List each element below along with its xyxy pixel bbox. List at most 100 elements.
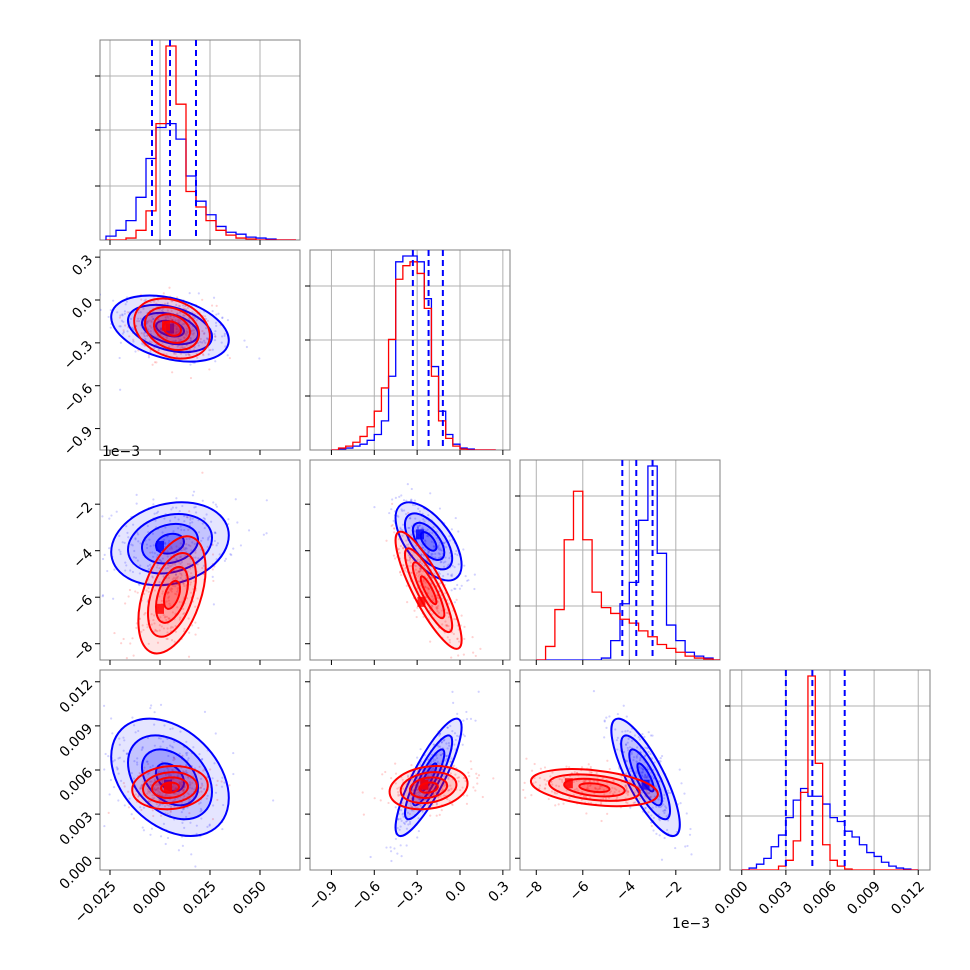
panel-p2-vs-p1-blue-sample bbox=[167, 316, 170, 319]
x-tick-label: 0.012 bbox=[888, 878, 928, 918]
panel-p4-vs-p1-red-sample bbox=[123, 785, 126, 788]
panel-p3-vs-p2-blue-sample bbox=[417, 507, 420, 510]
panel-p4-vs-p3-red-sample bbox=[586, 783, 589, 787]
panel-p4-vs-p2-red-sample bbox=[440, 809, 443, 812]
panel-p4-vs-p2-blue-sample bbox=[449, 724, 452, 728]
panel-p4-vs-p3-blue-sample bbox=[651, 734, 654, 737]
panel-p4-vs-p1-red-sample bbox=[163, 805, 167, 808]
panel-p4-vs-p3-blue-sample bbox=[652, 816, 655, 819]
panel-p4-vs-p3-red-sample bbox=[534, 781, 537, 784]
panel-p3-vs-p2-red-sample bbox=[422, 579, 425, 582]
x-tick-label: 0.0 bbox=[443, 878, 470, 905]
panel-p4-vs-p3-red-sample bbox=[599, 801, 603, 804]
panel-p3-vs-p1-red-sample bbox=[167, 617, 170, 620]
panel-p2-vs-p1-blue-sample bbox=[125, 300, 128, 303]
panel-p3-vs-p1-red-sample bbox=[127, 595, 130, 598]
panel-p4-vs-p3-red-sample bbox=[551, 783, 554, 786]
panel-p4-vs-p2-red-sample bbox=[419, 794, 422, 798]
panel-p4-vs-p2-red-sample bbox=[450, 787, 453, 790]
panel-p4-vs-p3-red-sample bbox=[648, 792, 651, 795]
panel-p3-vs-p2-red-sample bbox=[419, 584, 422, 587]
panel-p4-vs-p1-red-sample bbox=[158, 788, 161, 791]
panel-p4-vs-p2-blue-sample bbox=[452, 701, 455, 704]
panel-p4-vs-p2-blue-sample bbox=[461, 743, 464, 746]
panel-p3-vs-p2-blue-sample bbox=[437, 571, 440, 574]
panel-p4-vs-p1-red-sample bbox=[180, 781, 184, 784]
panel-p2-vs-p1-red-sample bbox=[206, 319, 210, 322]
panel-p3-vs-p2-blue-sample bbox=[422, 546, 425, 549]
panel-p3-vs-p1-blue-sample bbox=[106, 569, 109, 573]
panel-p3-vs-p1-blue-sample bbox=[132, 523, 135, 526]
panel-p4-vs-p3-blue-sample bbox=[664, 805, 667, 808]
panel-p3-vs-p1-blue-peak-cell bbox=[156, 541, 164, 552]
panel-p4-vs-p1-blue-sample bbox=[131, 716, 134, 719]
panel-p4-vs-p1-blue-sample bbox=[180, 811, 183, 814]
panel-p4-vs-p1-red-sample bbox=[174, 788, 177, 791]
panel-p2-vs-p1-red-sample bbox=[153, 361, 157, 364]
panel-p3-vs-p2-blue-sample bbox=[454, 516, 457, 520]
panel-p2-vs-p1-red-sample bbox=[189, 376, 193, 380]
panel-p3-vs-p2-blue-sample bbox=[398, 495, 401, 498]
panel-p3-vs-p2-blue-sample bbox=[427, 550, 431, 553]
panel-p3-vs-p1-red-sample bbox=[156, 630, 159, 633]
panel-p3-vs-p1-blue-sample bbox=[160, 559, 163, 563]
panel-p2-vs-p1-red-sample bbox=[146, 334, 149, 337]
panel-p3-vs-p2-blue-sample bbox=[438, 548, 441, 551]
panel-p4-vs-p1-blue-sample bbox=[146, 736, 150, 740]
panel-p3-vs-p2-blue-sample bbox=[422, 518, 425, 521]
panel-p2-vs-p1-blue-sample bbox=[214, 335, 217, 338]
panel-p4-vs-p3-blue-sample bbox=[630, 770, 633, 773]
panel-p2-vs-p1-blue-sample bbox=[211, 310, 214, 313]
panel-p3-vs-p1-red-sample bbox=[176, 575, 180, 578]
panel-p4-vs-p1-blue-sample bbox=[167, 754, 170, 758]
panel-p4-vs-p3-red-sample bbox=[626, 801, 629, 805]
y-tick-label: −2 bbox=[70, 499, 96, 525]
panel-p4-vs-p1-blue-sample bbox=[137, 729, 140, 733]
panel-p4-vs-p3-red-sample bbox=[603, 793, 606, 796]
hist-panel-1-frame bbox=[99, 39, 301, 241]
panel-p3-vs-p1-blue-sample bbox=[146, 564, 150, 568]
panel-p2-vs-p1-blue-sample bbox=[121, 332, 124, 335]
panel-p2-vs-p1-blue-sample bbox=[178, 305, 182, 308]
panel-p4-vs-p1-blue-sample bbox=[181, 821, 184, 824]
panel-p3-vs-p2-red-sample bbox=[419, 570, 422, 573]
panel-p3-vs-p2-blue-sample bbox=[434, 552, 437, 555]
panel-p3-vs-p1-red-sample bbox=[189, 567, 192, 570]
panel-p3-vs-p2-red-sample bbox=[415, 572, 419, 575]
panel-p3-vs-p1-red-sample bbox=[164, 615, 167, 618]
panel-p3-vs-p1-red-sample bbox=[166, 627, 169, 630]
panel-p2-vs-p1-red-sample bbox=[146, 321, 149, 324]
panel-p2-vs-p1-blue-sample bbox=[226, 319, 230, 322]
panel-p4-vs-p3-red-sample bbox=[572, 780, 575, 784]
panel-p4-vs-p3-blue-sample bbox=[638, 766, 641, 769]
panel-p4-vs-p1-red-sample bbox=[180, 784, 183, 787]
panel-p3-vs-p2-blue-sample bbox=[434, 556, 437, 559]
panel-p4-vs-p1-red-sample bbox=[166, 812, 169, 815]
panel-p4-vs-p3-blue-sample bbox=[633, 801, 637, 804]
panel-p4-vs-p1-blue-sample bbox=[177, 849, 180, 852]
panel-p4-vs-p3-red-sample bbox=[625, 791, 628, 795]
panel-p4-vs-p3-red-sample bbox=[549, 775, 552, 778]
panel-p4-vs-p3-red-sample bbox=[597, 781, 600, 784]
panel-p3-vs-p2-blue-sample bbox=[402, 523, 405, 526]
panel-p4-vs-p1-blue-sample bbox=[123, 804, 126, 807]
panel-p4-vs-p1-red-sample bbox=[180, 780, 184, 784]
panel-p4-vs-p2-blue-sample bbox=[419, 798, 422, 801]
panel-p3-vs-p2-blue-sample bbox=[400, 508, 403, 511]
panel-p2-vs-p1-blue-sample bbox=[258, 357, 261, 360]
panel-p3-vs-p2-red-sample bbox=[444, 624, 447, 627]
panel-p4-vs-p2-red-sample bbox=[432, 793, 435, 796]
panel-p2-vs-p1-blue-sample bbox=[217, 312, 220, 315]
panel-p4-vs-p3-red-sample bbox=[565, 765, 568, 768]
panel-p4-vs-p3-blue-sample bbox=[641, 771, 644, 774]
panel-p4-vs-p3 bbox=[515, 669, 721, 875]
panel-p4-vs-p1-red-sample bbox=[134, 793, 137, 796]
panel-p4-vs-p2-blue-sample bbox=[369, 855, 372, 859]
panel-p3-vs-p2-blue-sample bbox=[466, 579, 469, 582]
panel-p3-vs-p1-blue-sample bbox=[118, 548, 121, 551]
panel-p2-vs-p1-blue-sample bbox=[122, 320, 125, 323]
panel-p3-vs-p1-red-sample bbox=[137, 665, 139, 667]
panel-p2-vs-p1-blue-sample bbox=[109, 326, 112, 329]
panel-p4-vs-p3-blue-sample bbox=[624, 784, 627, 787]
panel-p3-vs-p1-blue-sample bbox=[123, 541, 126, 545]
